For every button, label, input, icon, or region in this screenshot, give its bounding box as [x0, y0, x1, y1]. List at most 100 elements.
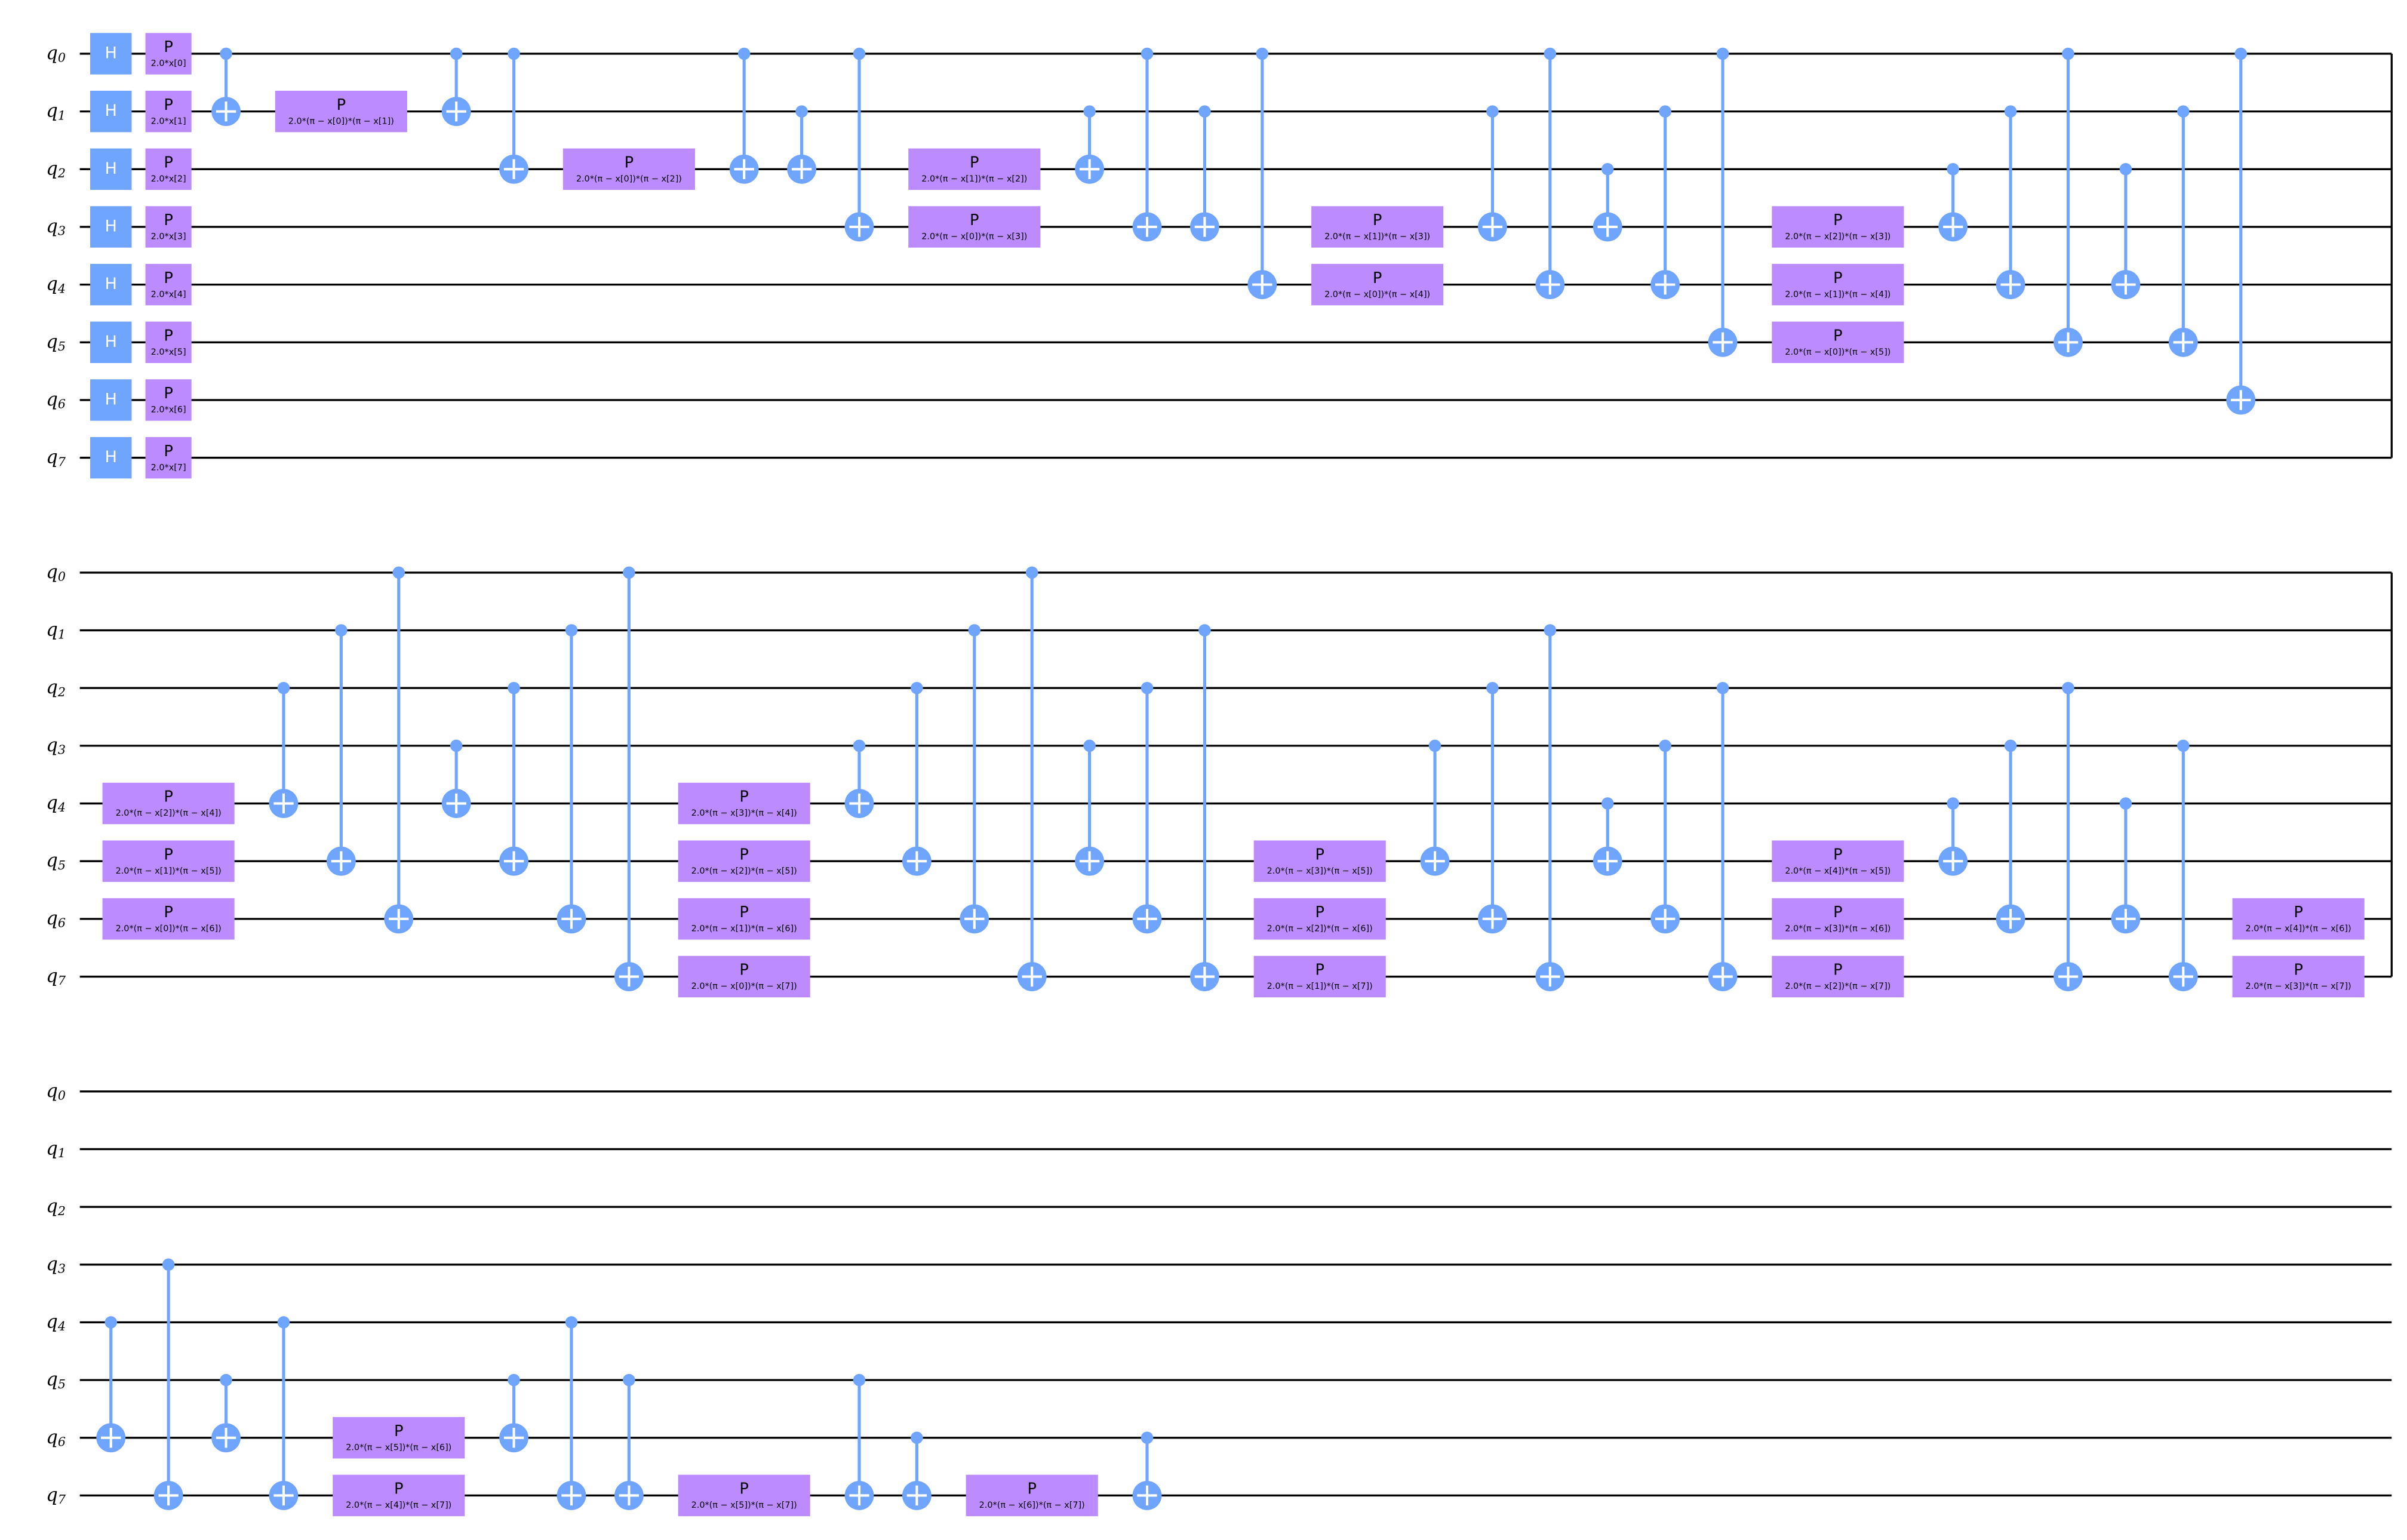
wire-label-index: 6	[58, 915, 66, 930]
hadamard-gate-label: H	[105, 102, 117, 120]
phase-gate-box	[1311, 206, 1444, 248]
phase-gate-param: 2.0*(π − x[2])*(π − x[4])	[116, 809, 222, 818]
wire-label: q0	[46, 561, 66, 583]
cnot-gate	[153, 1258, 183, 1510]
cnot-gate	[557, 624, 586, 934]
wire-label: q7	[46, 1484, 66, 1507]
control-dot	[1083, 105, 1096, 118]
phase-gate-box	[908, 206, 1041, 248]
phase-gate-param: 2.0*(π − x[0])*(π − x[2])	[576, 174, 682, 184]
phase-gate-param: 2.0*(π − x[2])*(π − x[5])	[691, 866, 797, 876]
phase-gate: P 2.0*(π − x[4])*(π − x[6])	[2232, 898, 2365, 940]
wire-label-name: q	[46, 388, 58, 410]
phase-gate: P 2.0*(π − x[6])*(π − x[7])	[966, 1474, 1098, 1517]
wire-label-index: 2	[57, 1203, 66, 1218]
hadamard-gate-box	[90, 379, 132, 421]
wire-label-index: 5	[58, 1376, 66, 1391]
cnot-gate	[1017, 566, 1047, 991]
cnot-gate	[1708, 681, 1738, 991]
control-dot	[335, 624, 348, 637]
phase-gate: P 2.0*x[7]	[145, 437, 192, 479]
cnot-gate	[1132, 47, 1162, 242]
cnot-gate	[211, 47, 241, 127]
phase-gate-box	[1253, 955, 1386, 998]
phase-gate-box	[102, 840, 235, 882]
phase-gate-box	[1772, 321, 1904, 363]
cnot-gate	[1190, 105, 1219, 242]
control-dot	[853, 47, 866, 60]
cnot-gate	[1996, 105, 2025, 300]
phase-gate-label: P	[164, 846, 173, 863]
hadamard-gate-box	[90, 263, 132, 306]
wire-label-index: 5	[58, 857, 66, 872]
control-dot	[1141, 47, 1154, 60]
control-dot	[1544, 624, 1557, 637]
control-dot	[623, 566, 635, 579]
phase-gate-label: P	[1833, 961, 1843, 979]
phase-gate: P 2.0*(π − x[4])*(π − x[7])	[333, 1474, 465, 1517]
phase-gate-box	[2232, 955, 2365, 998]
phase-gate-param: 2.0*(π − x[2])*(π − x[3])	[1785, 232, 1890, 242]
cnot-gate	[1075, 105, 1105, 184]
phase-gate-param: 2.0*(π − x[3])*(π − x[6])	[1785, 924, 1890, 934]
cnot-gate	[2226, 47, 2256, 415]
wire-label-name: q	[46, 850, 58, 871]
phase-gate-param: 2.0*x[5]	[151, 348, 186, 357]
wire-label: q1	[46, 100, 66, 122]
wire-label: q3	[46, 734, 66, 757]
cnot-gate	[844, 47, 874, 242]
wire-label-name: q	[46, 446, 58, 468]
hadamard-gate-label: H	[105, 333, 117, 351]
phase-gate-label: P	[1373, 211, 1382, 229]
control-dot	[968, 624, 981, 637]
wire-label: q3	[46, 215, 66, 238]
phase-gate-box	[333, 1474, 465, 1517]
phase-gate-box	[1772, 840, 1904, 882]
phase-gate-box	[678, 898, 810, 940]
control-dot	[220, 1373, 232, 1387]
cnot-gate	[1478, 681, 1507, 934]
control-dot	[162, 1258, 175, 1271]
phase-gate-box	[275, 90, 407, 133]
wire-label: q6	[46, 1426, 66, 1449]
phase-gate-param: 2.0*(π − x[0])*(π − x[7])	[691, 982, 797, 991]
wires	[79, 1090, 2392, 1497]
wire-label: q4	[46, 273, 66, 296]
cnot-gate	[269, 1316, 299, 1510]
phase-gate-label: P	[739, 846, 749, 863]
phase-gate: P 2.0*(π − x[1])*(π − x[2])	[908, 148, 1041, 190]
phase-gate-label: P	[1833, 846, 1843, 863]
wire-label: q5	[46, 1369, 66, 1391]
hadamard-gate: H	[90, 33, 132, 75]
wire-label-name: q	[46, 907, 58, 929]
cnot-gate	[1247, 47, 1277, 300]
hadamard-gate: H	[90, 321, 132, 363]
hadamard-gate-label: H	[105, 390, 117, 408]
control-dot	[2004, 105, 2017, 118]
phase-gate-box	[1772, 263, 1904, 306]
phase-gate-box	[1772, 898, 1904, 940]
cnot-gate	[1478, 105, 1507, 242]
cnot-gate	[960, 624, 989, 934]
wire-label-name: q	[46, 215, 58, 236]
hadamard-gate-box	[90, 148, 132, 190]
wire-label-name: q	[46, 792, 58, 813]
phase-gate-box	[145, 379, 192, 421]
cnot-gate	[1708, 47, 1738, 357]
phase-gate-param: 2.0*x[1]	[151, 116, 186, 126]
cnot-gate	[1938, 797, 1968, 876]
phase-gate-box	[562, 148, 695, 190]
phase-gate-param: 2.0*(π − x[3])*(π − x[4])	[691, 809, 797, 818]
wire-label: q7	[46, 446, 66, 469]
phase-gate-param: 2.0*(π − x[2])*(π − x[6])	[1267, 924, 1373, 934]
phase-gate-box	[102, 782, 235, 825]
cnot-gate	[1535, 47, 1565, 300]
control-dot	[853, 739, 866, 752]
phase-gate-box	[145, 33, 192, 75]
control-dot	[565, 1316, 578, 1329]
phase-gate-box	[2232, 898, 2365, 940]
phase-gate-label: P	[1833, 327, 1843, 345]
cnot-gate	[2168, 739, 2198, 991]
control-dot	[1141, 681, 1154, 694]
